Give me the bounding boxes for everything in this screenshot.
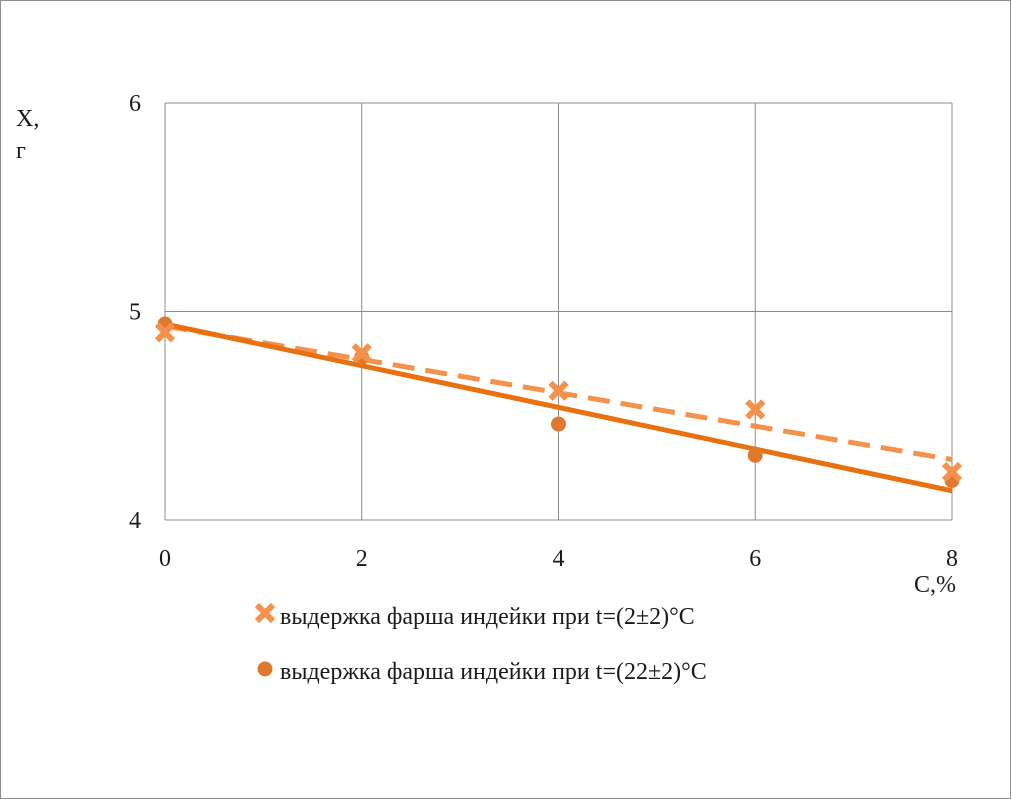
x-axis-label: C,% — [914, 572, 956, 598]
legend-circle — [257, 661, 273, 677]
legend: выдержка фарша индейки при t=(2±2)°С выд… — [254, 602, 707, 685]
legend-item-series-1: выдержка фарша индейки при t=(2±2)°С — [254, 602, 695, 630]
x-tick-label: 0 — [159, 546, 171, 572]
y-tick-label: 6 — [129, 91, 141, 117]
x-mark-stroke — [941, 461, 963, 483]
legend-label-series-2: выдержка фарша индейки при t=(22±2)°С — [280, 659, 707, 685]
x-tick-label: 6 — [749, 546, 761, 572]
x-tick-labels: 0 2 4 6 8 — [159, 546, 958, 572]
data-point-x-mark — [745, 399, 766, 420]
y-tick-label: 4 — [129, 508, 141, 534]
x-mark-stroke — [351, 343, 372, 364]
legend-x-mark — [254, 602, 276, 624]
grid — [164, 102, 953, 521]
legend-circle-icon — [257, 661, 273, 677]
x-mark-stroke — [548, 380, 569, 401]
data-point-circle — [551, 416, 566, 432]
data-point-x-mark — [548, 380, 569, 401]
data-point-x-mark — [154, 322, 176, 343]
data-point-x-mark — [941, 461, 963, 483]
x-mark-stroke — [745, 399, 766, 420]
x-mark-stroke — [154, 322, 176, 343]
data-point-circle — [747, 447, 763, 463]
y-axis-label-line1: X, — [16, 106, 39, 132]
data-markers — [154, 316, 963, 488]
legend-x-mark-icon — [254, 602, 276, 624]
legend-item-series-2: выдержка фарша индейки при t=(22±2)°С — [257, 659, 707, 685]
y-axis-label-line2: г — [16, 138, 26, 164]
trend-line-solid — [164, 321, 953, 494]
y-tick-label: 5 — [129, 300, 141, 326]
x-tick-label: 8 — [946, 546, 958, 572]
x-tick-label: 4 — [553, 546, 565, 572]
y-tick-labels: 4 5 6 — [129, 91, 141, 534]
legend-label-series-1: выдержка фарша индейки при t=(2±2)°С — [280, 604, 695, 630]
x-tick-label: 2 — [356, 546, 368, 572]
data-point-x-mark — [351, 343, 372, 364]
x-mark-stroke — [254, 602, 276, 624]
